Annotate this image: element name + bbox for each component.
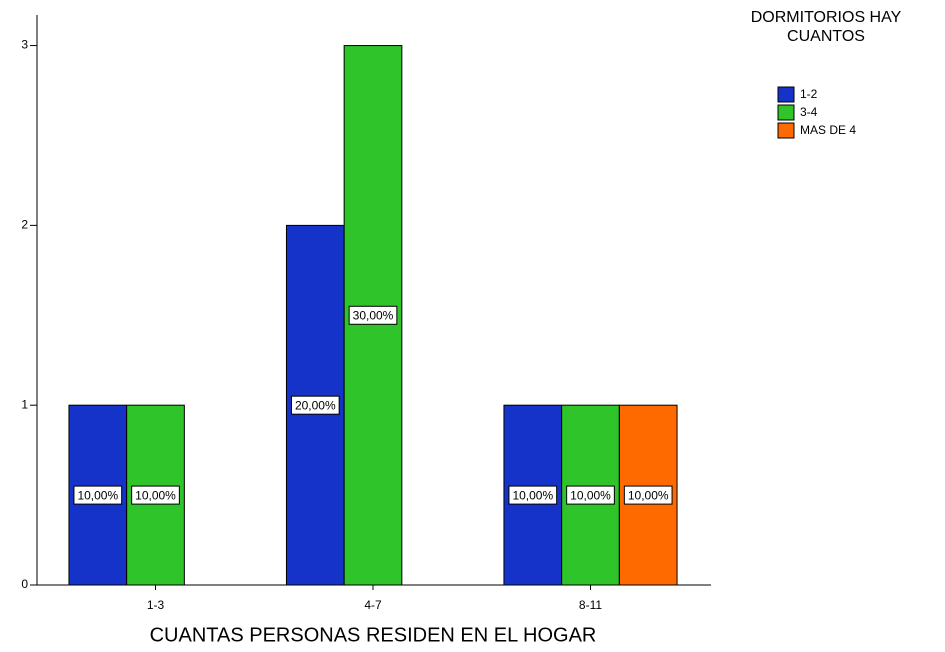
legend-swatch [777, 86, 795, 103]
data-label-box [508, 485, 558, 505]
legend-title: CUANTOS [787, 28, 865, 45]
data-label: 10,00% [570, 488, 611, 502]
y-tick-label: 3 [21, 38, 28, 52]
data-label: 30,00% [353, 308, 394, 322]
data-label-box [566, 485, 615, 505]
x-tick-label: 1-3 [147, 598, 165, 612]
data-label: 10,00% [135, 488, 176, 502]
legend-title: DORMITORIOS HAY [751, 9, 902, 26]
x-tick-label: 8-11 [579, 598, 602, 612]
data-label-box [73, 485, 123, 505]
data-label: 10,00% [77, 488, 118, 502]
data-label: 20,00% [295, 398, 336, 412]
legend-label: 1-2 [800, 87, 818, 101]
legend-swatch [777, 122, 795, 139]
data-label: 10,00% [512, 488, 553, 502]
data-label-box [623, 485, 673, 505]
legend-label: 3-4 [800, 105, 818, 119]
y-tick-label: 2 [21, 218, 28, 232]
y-tick-label: 0 [21, 577, 28, 591]
data-label-box [131, 485, 180, 505]
legend-label: MAS DE 4 [800, 123, 856, 137]
data-label-box [290, 395, 340, 415]
legend-swatch [777, 104, 795, 121]
x-tick-label: 4-7 [364, 598, 382, 612]
data-label-box [348, 305, 398, 325]
x-axis-title: CUANTAS PERSONAS RESIDEN EN EL HOGAR [150, 624, 597, 646]
y-tick-label: 1 [21, 397, 28, 411]
data-label: 10,00% [628, 488, 669, 502]
